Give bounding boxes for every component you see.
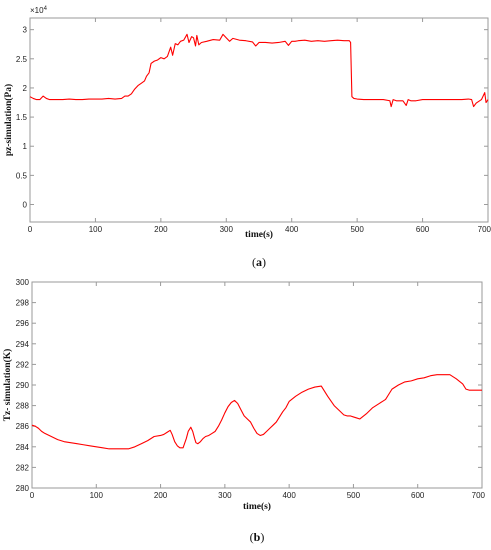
x-tick-label: 500 bbox=[350, 225, 364, 234]
x-tick-label: 600 bbox=[416, 225, 430, 234]
y-tick-label: 282 bbox=[16, 463, 30, 472]
x-tick-label: 200 bbox=[154, 225, 168, 234]
x-tick-label: 400 bbox=[285, 225, 299, 234]
caption-b: (b) bbox=[250, 530, 265, 544]
exponent-label: ×104 bbox=[30, 6, 48, 15]
x-tick-label: 300 bbox=[220, 225, 234, 234]
x-tick-label: 200 bbox=[154, 491, 168, 500]
y-tick-label: 290 bbox=[16, 381, 30, 390]
y-tick-label: 286 bbox=[16, 422, 30, 431]
x-tick-label: 700 bbox=[478, 225, 491, 234]
x-tick-label: 500 bbox=[347, 491, 361, 500]
plot-area-frame bbox=[31, 281, 483, 489]
x-tick-label: 0 bbox=[30, 491, 35, 500]
y-tick-label: 0.5 bbox=[16, 171, 28, 180]
pressure-series-line bbox=[29, 33, 489, 108]
y-tick-label: 292 bbox=[16, 360, 30, 369]
y-tick-label: 2.5 bbox=[16, 55, 28, 64]
x-axis-label: time(s) bbox=[245, 229, 273, 240]
x-tick-label: 100 bbox=[90, 491, 104, 500]
y-tick-label: 284 bbox=[16, 443, 30, 452]
y-tick-label: 294 bbox=[16, 340, 30, 349]
y-tick-label: 280 bbox=[16, 484, 30, 493]
temperature-chart: 280 282 284 286 288 290 292 294 296 298 300 0 100 20… bbox=[2, 278, 486, 544]
x-tick-label: 300 bbox=[218, 491, 232, 500]
tick-marks bbox=[31, 281, 483, 489]
y-tick-labels: 280 282 284 286 288 290 292 294 296 298 300 bbox=[16, 278, 30, 493]
x-tick-label: 0 bbox=[28, 225, 33, 234]
y-axis-label: Tz- simulation(K) bbox=[2, 349, 13, 422]
y-tick-label: 298 bbox=[16, 299, 30, 308]
x-tick-label: 100 bbox=[89, 225, 103, 234]
tick-marks bbox=[29, 18, 489, 222]
caption-a: (a) bbox=[252, 255, 266, 269]
y-tick-label: 2 bbox=[23, 84, 28, 93]
exponent-power: 4 bbox=[44, 6, 48, 12]
y-tick-label: 296 bbox=[16, 319, 30, 328]
pressure-chart: 0 0.5 1 1.5 2 2.5 3 0 100 200 300 400 500 600 700 ×10… bbox=[3, 6, 491, 269]
x-tick-labels: 0 100 200 300 400 500 600 700 bbox=[30, 491, 486, 500]
temperature-series-line bbox=[31, 374, 482, 450]
y-tick-label: 1.5 bbox=[16, 113, 28, 122]
y-tick-label: 1 bbox=[23, 142, 28, 151]
y-tick-label: 288 bbox=[16, 402, 30, 411]
x-axis-label: time(s) bbox=[243, 501, 271, 512]
y-tick-label: 3 bbox=[23, 26, 28, 35]
x-tick-label: 400 bbox=[282, 491, 296, 500]
y-tick-label: 300 bbox=[16, 278, 30, 287]
y-axis-label: pz-simulation(Pa) bbox=[3, 84, 14, 156]
y-tick-label: 0 bbox=[23, 201, 28, 210]
x-tick-label: 600 bbox=[411, 491, 425, 500]
y-tick-labels: 0 0.5 1 1.5 2 2.5 3 bbox=[16, 26, 28, 210]
x-tick-labels: 0 100 200 300 400 500 600 700 bbox=[28, 225, 491, 234]
x-tick-label: 700 bbox=[472, 491, 486, 500]
plot-area-frame bbox=[29, 17, 489, 223]
